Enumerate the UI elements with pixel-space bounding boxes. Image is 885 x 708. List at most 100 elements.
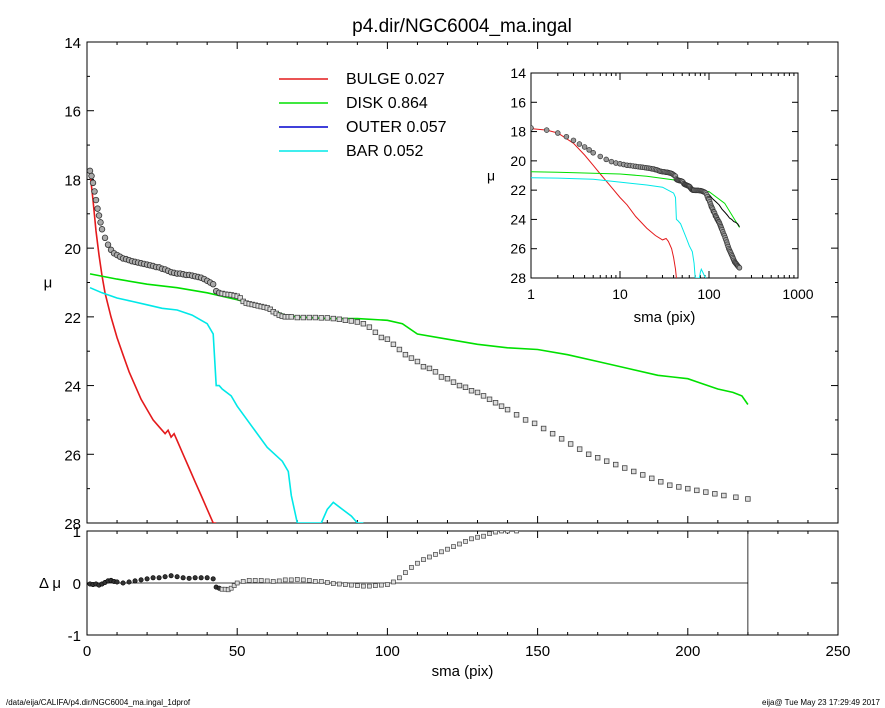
residual-point xyxy=(156,575,162,581)
residual-point xyxy=(120,580,126,586)
observed-point xyxy=(312,314,319,321)
observed-point xyxy=(414,358,421,365)
inset-observed-point xyxy=(608,158,615,165)
residual-point xyxy=(198,575,204,581)
inset-plot: 14 16 18 20 22 24 26 281 10 100 1000 sma (pix) μ xyxy=(487,65,814,326)
residual-point xyxy=(427,554,432,560)
residual-point xyxy=(379,582,384,588)
observed-point xyxy=(336,316,343,322)
observed-point xyxy=(745,496,751,502)
residual-point xyxy=(403,570,408,575)
residual-point xyxy=(180,575,186,581)
observed-point xyxy=(474,389,481,396)
x-tick-label: 0 xyxy=(83,643,91,660)
observed-point xyxy=(522,417,529,423)
observed-point xyxy=(318,315,325,321)
inset-observed-point xyxy=(576,141,583,147)
residual-y-tick-label: 1 xyxy=(73,524,81,541)
observed-point xyxy=(631,468,637,475)
observed-point xyxy=(667,482,673,488)
observed-point xyxy=(540,425,547,432)
residual-point xyxy=(282,577,288,583)
observed-point xyxy=(209,281,217,288)
observed-point xyxy=(504,406,511,413)
observed-point xyxy=(694,487,700,494)
residual-point xyxy=(150,575,156,581)
observed-point xyxy=(712,491,718,497)
inset-observed-point xyxy=(555,130,561,136)
observed-point xyxy=(576,446,583,452)
legend-label-bulge: BULGE 0.027 xyxy=(346,71,445,88)
observed-point xyxy=(92,196,100,204)
residual-y-axis-label: Δ μ xyxy=(39,575,61,592)
x-tick-label: 50 xyxy=(229,643,246,660)
residual-point xyxy=(168,573,174,579)
residual-point xyxy=(451,544,456,549)
inset-observed-point xyxy=(570,137,577,144)
observed-point xyxy=(237,295,243,301)
inset-plot-frame xyxy=(530,72,799,279)
residual-point xyxy=(306,578,312,583)
inset-x-tick-label: 10 xyxy=(612,286,628,302)
inset-y-tick-label: 26 xyxy=(510,241,526,257)
residual-point xyxy=(373,583,378,588)
residual-point xyxy=(487,531,492,536)
residual-point xyxy=(270,579,276,584)
residual-point xyxy=(228,585,234,591)
observed-point xyxy=(354,319,361,325)
main-series-group xyxy=(87,167,751,523)
legend-label-outer: OUTER 0.057 xyxy=(346,119,447,136)
inset-series-line xyxy=(531,177,707,278)
observed-point xyxy=(658,479,664,485)
inset-observed-point xyxy=(597,153,604,160)
residual-point xyxy=(445,546,450,552)
residual-point xyxy=(433,552,438,557)
main-y-axis-label: μ xyxy=(44,275,53,292)
main-y-tick-label: 20 xyxy=(64,241,81,258)
residual-point xyxy=(475,534,480,540)
footer-path: /data/eija/CALIFA/p4.dir/NGC6004_ma.inga… xyxy=(6,698,191,707)
inset-y-axis-label: μ xyxy=(487,168,495,184)
observed-point xyxy=(613,461,619,468)
observed-point xyxy=(567,441,574,447)
x-tick-label: 200 xyxy=(675,643,700,660)
observed-point xyxy=(444,375,451,382)
observed-point xyxy=(288,314,294,320)
residual-point xyxy=(210,576,216,582)
observed-point xyxy=(703,489,709,495)
legend-label-bar: BAR 0.052 xyxy=(346,143,423,160)
observed-point xyxy=(456,382,463,389)
observed-point xyxy=(402,351,409,358)
observed-point xyxy=(685,485,691,492)
observed-point xyxy=(94,205,101,212)
residual-point xyxy=(300,577,306,583)
residual-point xyxy=(240,579,246,584)
observed-point xyxy=(733,494,739,500)
main-y-tick-label: 26 xyxy=(64,447,81,464)
observed-point xyxy=(676,484,682,490)
residual-point xyxy=(397,575,402,581)
residual-point xyxy=(391,579,396,585)
residual-point xyxy=(514,531,519,534)
x-axis-label: sma (pix) xyxy=(432,663,494,680)
inset-y-tick-label: 22 xyxy=(510,182,526,198)
residual-point xyxy=(457,541,462,547)
main-y-tick-label: 16 xyxy=(64,104,81,121)
residual-point xyxy=(342,582,348,587)
observed-point xyxy=(300,314,306,321)
observed-point xyxy=(585,451,592,457)
observed-point xyxy=(721,492,727,499)
residual-point xyxy=(246,578,252,583)
residual-point xyxy=(336,581,342,587)
observed-point xyxy=(294,314,300,321)
observed-point xyxy=(324,315,331,321)
observed-point xyxy=(97,219,104,226)
chart-title: p4.dir/NGC6004_ma.ingal xyxy=(352,16,572,37)
inset-observed-point xyxy=(563,133,570,140)
residual-point xyxy=(385,582,390,587)
inset-series-group xyxy=(531,125,743,278)
observed-point xyxy=(88,172,95,180)
inset-observed-point xyxy=(590,150,596,156)
observed-point xyxy=(420,363,427,370)
